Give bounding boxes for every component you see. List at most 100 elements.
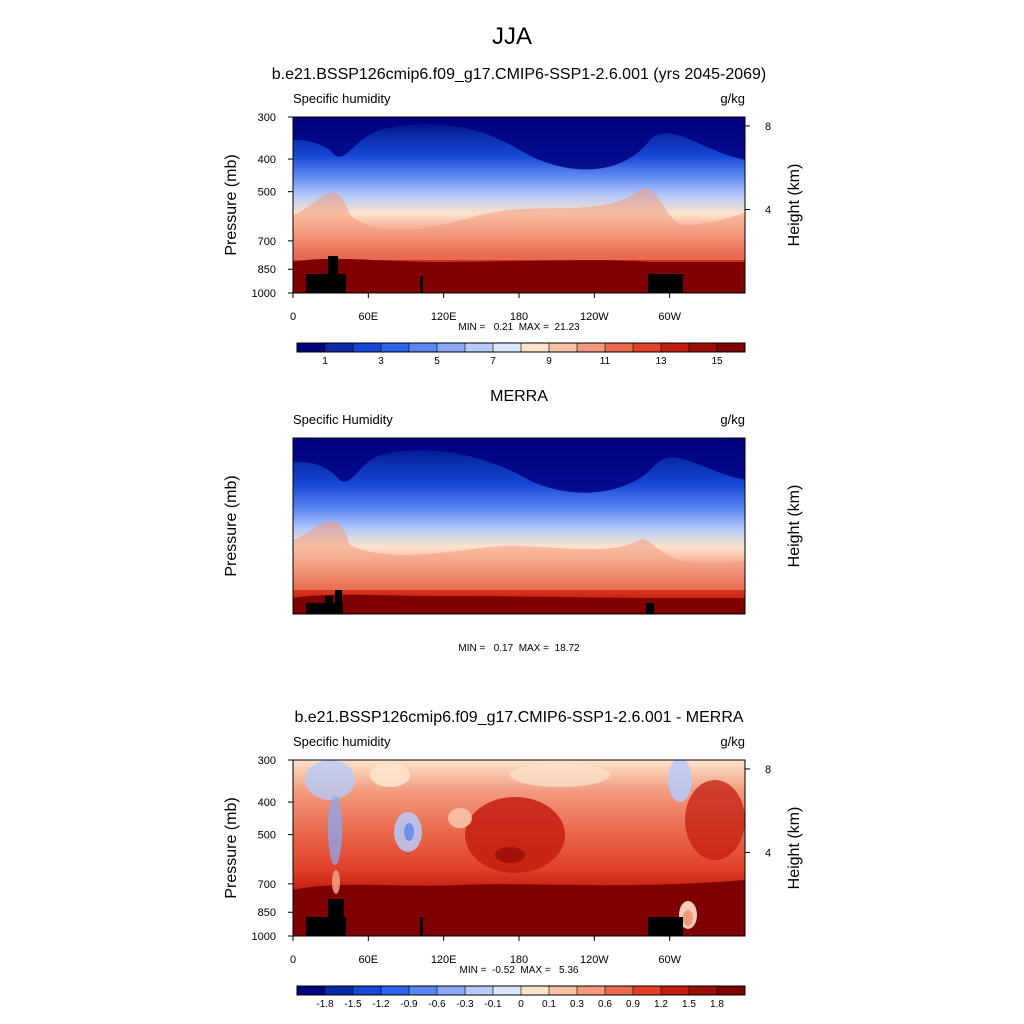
x-tick-label: 120E xyxy=(431,311,457,323)
colorbar: -1.8 -1.5 -1.2 -0.9 -0.6 -0.3 -0.1 0 0.1 0.3 0.6 0.… xyxy=(296,985,746,1010)
pressure-axis-label: Pressure (mb) xyxy=(223,154,240,255)
min-max-readout: MIN = 0.21 MAX = 21.23 xyxy=(458,322,580,333)
colorbar-swatch xyxy=(717,986,746,995)
pressure-axis-label: Pressure (mb) xyxy=(223,797,240,898)
colorbar-swatch xyxy=(577,343,606,352)
colorbar-swatch xyxy=(297,986,326,995)
y-tick-labels: 300 400 500 700 850 1000 xyxy=(252,112,293,300)
contour-field xyxy=(293,438,745,614)
y-tick-label: 300 xyxy=(258,755,276,767)
colorbar-label: 13 xyxy=(655,356,667,367)
colorbar-label: 11 xyxy=(600,356,611,367)
colorbar-label: -0.1 xyxy=(484,999,502,1010)
colorbar-label: 0.1 xyxy=(542,999,556,1010)
colorbar-swatch xyxy=(353,343,382,352)
colorbar-swatch xyxy=(437,986,466,995)
colorbar-swatch xyxy=(549,343,578,352)
pressure-axis-label: Pressure (mb) xyxy=(223,475,240,576)
colorbar-swatch xyxy=(717,343,746,352)
colorbar-swatch xyxy=(661,343,690,352)
variable-label: Specific humidity xyxy=(293,734,391,749)
colorbar-frame xyxy=(296,985,746,996)
topography-mask xyxy=(306,899,683,936)
contour-field xyxy=(293,117,745,293)
colorbar-label: -1.8 xyxy=(316,999,334,1010)
contour-field xyxy=(293,760,745,936)
colorbar-label: 1.5 xyxy=(682,999,696,1010)
x-tick-label: 60E xyxy=(359,311,379,323)
colorbar-label: -0.3 xyxy=(456,999,474,1010)
variable-label: Specific humidity xyxy=(293,91,391,106)
units-label: g/kg xyxy=(720,91,745,106)
height-axis-label: Height (km) xyxy=(786,807,803,890)
units-label: g/kg xyxy=(720,412,745,427)
x-tick-label: 60E xyxy=(359,954,379,966)
colorbar-swatch xyxy=(325,343,354,352)
y-tick-label: 700 xyxy=(258,236,276,248)
y-tick-label: 300 xyxy=(258,112,276,124)
colorbar-label: 9 xyxy=(546,356,552,367)
colorbar-swatch xyxy=(633,343,662,352)
colorbar-label: -1.5 xyxy=(344,999,362,1010)
colorbar-swatch xyxy=(661,986,690,995)
colorbar-swatch xyxy=(465,343,494,352)
height-tick-label: 4 xyxy=(765,204,771,216)
y-tick-label: 400 xyxy=(258,797,276,809)
y-tick-label: 500 xyxy=(258,830,276,842)
height-tick-labels: 84 xyxy=(745,764,771,859)
colorbar-swatch xyxy=(381,343,410,352)
colorbar-swatch xyxy=(493,343,522,352)
topography-mask xyxy=(306,590,654,614)
colorbar-swatch xyxy=(409,343,438,352)
min-max-readout: MIN = 0.17 MAX = 18.72 xyxy=(458,643,580,654)
x-tick-label: 120E xyxy=(431,954,457,966)
y-tick-label: 1000 xyxy=(252,931,276,943)
plot-frame xyxy=(292,437,746,615)
plot-frame xyxy=(292,759,746,937)
colorbar-label: 1.8 xyxy=(710,999,724,1010)
y-tick-label: 850 xyxy=(258,907,276,919)
colorbar-swatch xyxy=(465,986,494,995)
colorbar-label: 7 xyxy=(490,356,496,367)
colorbar-swatch xyxy=(521,343,550,352)
colorbar-swatch xyxy=(325,986,354,995)
y-tick-label: 400 xyxy=(258,154,276,166)
colorbar-swatch xyxy=(409,986,438,995)
panel-title: b.e21.BSSP126cmip6.f09_g17.CMIP6-SSP1-2.… xyxy=(272,66,767,83)
x-tick-label: 180 xyxy=(510,954,528,966)
colorbar-swatch xyxy=(437,343,466,352)
variable-label: Specific Humidity xyxy=(293,412,393,427)
colorbar-label: 15 xyxy=(711,356,723,367)
height-tick-labels: 84 xyxy=(745,121,771,216)
panel-model: b.e21.BSSP126cmip6.f09_g17.CMIP6-SSP1-2.… xyxy=(223,66,803,367)
colorbar-label: -1.2 xyxy=(372,999,390,1010)
height-axis-label: Height (km) xyxy=(786,485,803,568)
colorbar-swatch xyxy=(577,986,606,995)
colorbar-frame xyxy=(296,342,746,353)
y-tick-label: 850 xyxy=(258,264,276,276)
colorbar: 1 3 5 7 9 11 13 15 xyxy=(296,342,746,367)
colorbar-label: -0.9 xyxy=(400,999,418,1010)
topography-mask xyxy=(306,256,683,293)
x-tick-label: 0 xyxy=(290,954,296,966)
colorbar-swatch xyxy=(353,986,382,995)
colorbar-swatch xyxy=(297,343,326,352)
page-title: JJA xyxy=(492,23,532,50)
y-tick-label: 700 xyxy=(258,879,276,891)
colorbar-label: 0.6 xyxy=(598,999,612,1010)
height-tick-label: 4 xyxy=(765,847,771,859)
panel-merra: MERRA Specific Humidity g/kg 30040050070… xyxy=(223,388,803,1010)
colorbar-swatch xyxy=(605,986,634,995)
colorbar-swatch xyxy=(493,986,522,995)
panel-title: b.e21.BSSP126cmip6.f09_g17.CMIP6-SSP1-2.… xyxy=(294,709,743,726)
colorbar-label: 0.3 xyxy=(570,999,584,1010)
panel-difference: b.e21.BSSP126cmip6.f09_g17.CMIP6-SSP1-2.… xyxy=(223,709,803,976)
min-max-readout: MIN = -0.52 MAX = 5.36 xyxy=(460,965,579,976)
height-tick-label: 8 xyxy=(765,764,771,776)
colorbar-label: 0.9 xyxy=(626,999,640,1010)
y-tick-label: 1000 xyxy=(252,288,276,300)
colorbar-swatch xyxy=(381,986,410,995)
colorbar-swatch xyxy=(689,343,718,352)
colorbar-swatch xyxy=(689,986,718,995)
